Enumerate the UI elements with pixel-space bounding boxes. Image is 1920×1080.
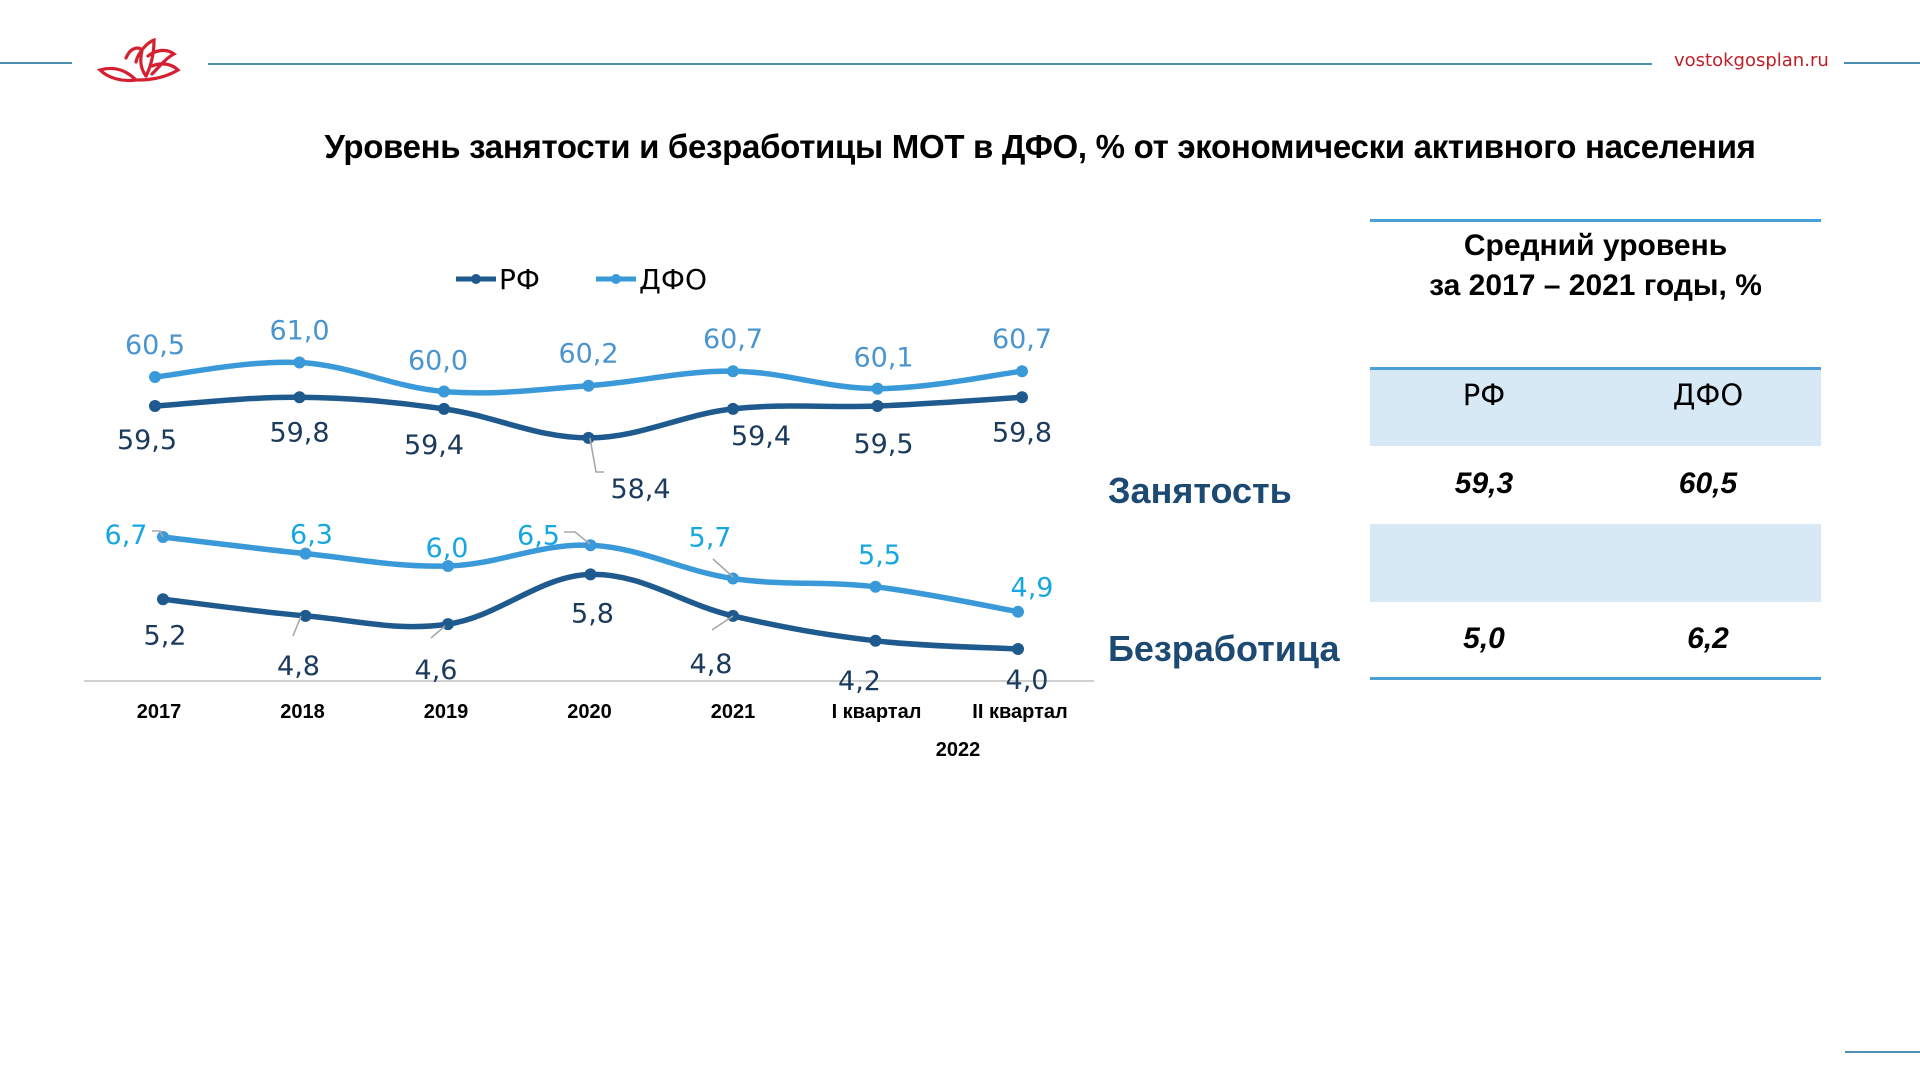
cell-unemployment-dfo: 6,2 bbox=[1687, 622, 1729, 655]
legend: РФ ДФО bbox=[456, 263, 707, 296]
employment-rf-data-label: 59,8 bbox=[992, 417, 1052, 448]
table-bottom-rule bbox=[1370, 677, 1821, 680]
header-rule-left bbox=[0, 62, 72, 64]
unemployment-dfo-data-label: 6,7 bbox=[105, 520, 148, 551]
cell-employment-dfo: 60,5 bbox=[1678, 467, 1738, 500]
tick-label-2017: 2017 bbox=[137, 701, 182, 723]
unemployment-rf-data-label: 4,8 bbox=[277, 651, 320, 682]
tick-label-i-квартал: I квартал bbox=[832, 701, 922, 723]
table-title-line1: Средний уровень bbox=[1463, 229, 1728, 262]
employment-rf-data-label: 59,5 bbox=[853, 429, 913, 460]
cell-employment-rf: 59,3 bbox=[1454, 467, 1514, 500]
employment-dfo-data-label: 61,0 bbox=[269, 316, 329, 347]
legend-rf-label: РФ bbox=[499, 263, 540, 296]
employment-dfo-data-label: 60,7 bbox=[703, 324, 763, 355]
table-title: Средний уровень за 2017 – 2021 годы, % bbox=[1370, 226, 1821, 306]
unemployment-rf-point bbox=[1012, 643, 1024, 655]
unemployment-rf-data-label: 4,6 bbox=[415, 655, 458, 686]
unemployment-dfo-data-label: 6,0 bbox=[426, 533, 469, 564]
callout-leader-line bbox=[152, 530, 164, 538]
employment-dfo-data-label: 60,1 bbox=[853, 343, 913, 374]
callout-leader-line bbox=[711, 615, 734, 631]
unemployment-rf-point bbox=[584, 568, 597, 581]
employment-rf-data-label: 59,8 bbox=[269, 417, 329, 448]
legend-dfo-marker bbox=[611, 274, 621, 284]
unemployment-rf-point bbox=[442, 618, 454, 631]
employment-rf-point bbox=[293, 391, 306, 404]
row-label-employment: Занятость bbox=[1108, 470, 1292, 511]
unemployment-dfo-data-label: 6,5 bbox=[517, 520, 560, 551]
table-header-band bbox=[1370, 370, 1821, 446]
employment-dfo-data-label: 60,7 bbox=[992, 324, 1052, 355]
employment-dfo-point bbox=[582, 379, 595, 392]
unemployment-dfo-data-label: 5,5 bbox=[858, 540, 901, 571]
unemployment-rf-data-label: 5,2 bbox=[144, 620, 187, 651]
employment-dfo-data-label: 60,5 bbox=[125, 330, 185, 361]
tick-label-2019: 2019 bbox=[424, 701, 469, 723]
footer-rule-right bbox=[1845, 1051, 1920, 1053]
legend-dfo-label: ДФО bbox=[639, 263, 707, 296]
employment-rf-data-label: 59,4 bbox=[404, 430, 464, 461]
header-rule-right bbox=[1844, 62, 1920, 64]
unemployment-dfo-data-label: 5,7 bbox=[689, 523, 732, 554]
table-header-rule bbox=[1370, 367, 1821, 370]
unemployment-dfo-point bbox=[442, 560, 454, 572]
unemployment-dfo-data-label: 4,9 bbox=[1011, 573, 1054, 604]
tick-label-2020: 2020 bbox=[567, 701, 612, 723]
page-title: Уровень занятости и безработицы МОТ в ДФ… bbox=[324, 128, 1756, 165]
employment-rf-point bbox=[149, 400, 161, 412]
row-label-unemployment: Безработица bbox=[1108, 628, 1340, 669]
employment-rf-data-label: 59,5 bbox=[117, 425, 177, 456]
employment-dfo-point bbox=[293, 356, 306, 369]
unemployment-rf-point bbox=[157, 593, 169, 606]
unemployment-rf-data-label: 4,2 bbox=[838, 666, 881, 697]
employment-dfo-point bbox=[871, 382, 884, 395]
unemployment-dfo-point bbox=[299, 547, 312, 560]
callout-leader-line bbox=[292, 615, 302, 637]
employment-rf-data-label: 59,4 bbox=[731, 421, 791, 452]
callout-leader-line bbox=[589, 437, 604, 473]
header-rule-center bbox=[208, 63, 1652, 65]
lotus-logo-icon bbox=[96, 37, 181, 83]
unemployment-rf-data-label: 4,0 bbox=[1006, 665, 1049, 696]
tick-group-2022: 2022 bbox=[936, 739, 981, 761]
unemployment-rf-data-label: 5,8 bbox=[571, 598, 614, 629]
tick-label-2021: 2021 bbox=[711, 701, 756, 723]
employment-dfo-data-label: 60,2 bbox=[558, 339, 618, 370]
table-title-line2: за 2017 – 2021 годы, % bbox=[1429, 269, 1762, 302]
unemployment-rf-point bbox=[869, 634, 882, 647]
employment-rf-point bbox=[871, 400, 884, 412]
employment-dfo-data-label: 60,0 bbox=[408, 346, 468, 377]
site-url-link[interactable]: vostokgosplan.ru bbox=[1674, 50, 1829, 71]
employment-rf-point bbox=[1016, 391, 1028, 404]
employment-dfo-point bbox=[727, 365, 739, 378]
unemployment-rf-point bbox=[727, 609, 739, 622]
legend-rf-marker bbox=[471, 274, 481, 284]
employment-rf-point bbox=[727, 402, 739, 415]
employment-dfo-point bbox=[1016, 365, 1028, 378]
callout-leader-line bbox=[564, 531, 591, 545]
column-header-dfo: ДФО bbox=[1672, 378, 1744, 412]
employment-rf-point bbox=[438, 402, 450, 415]
table-top-rule bbox=[1370, 219, 1821, 222]
unemployment-rf-data-label: 4,8 bbox=[690, 649, 733, 680]
column-header-rf: РФ bbox=[1462, 378, 1506, 412]
employment-dfo-point bbox=[438, 385, 450, 398]
tick-label-ii-квартал: II квартал bbox=[972, 701, 1067, 723]
table-middle-band bbox=[1370, 524, 1821, 602]
unemployment-dfo-data-label: 6,3 bbox=[290, 520, 333, 551]
callout-leader-line bbox=[430, 625, 446, 639]
callout-leader-line bbox=[712, 558, 734, 578]
cell-unemployment-rf: 5,0 bbox=[1463, 622, 1505, 655]
unemployment-dfo-point bbox=[727, 572, 739, 585]
unemployment-dfo-point bbox=[869, 580, 882, 593]
unemployment-rf-point bbox=[299, 609, 312, 622]
employment-dfo-point bbox=[149, 371, 161, 383]
employment-rf-point bbox=[582, 431, 595, 444]
tick-label-2018: 2018 bbox=[280, 701, 325, 723]
unemployment-dfo-point bbox=[1012, 605, 1024, 618]
employment-rf-data-label: 58,4 bbox=[610, 474, 670, 505]
